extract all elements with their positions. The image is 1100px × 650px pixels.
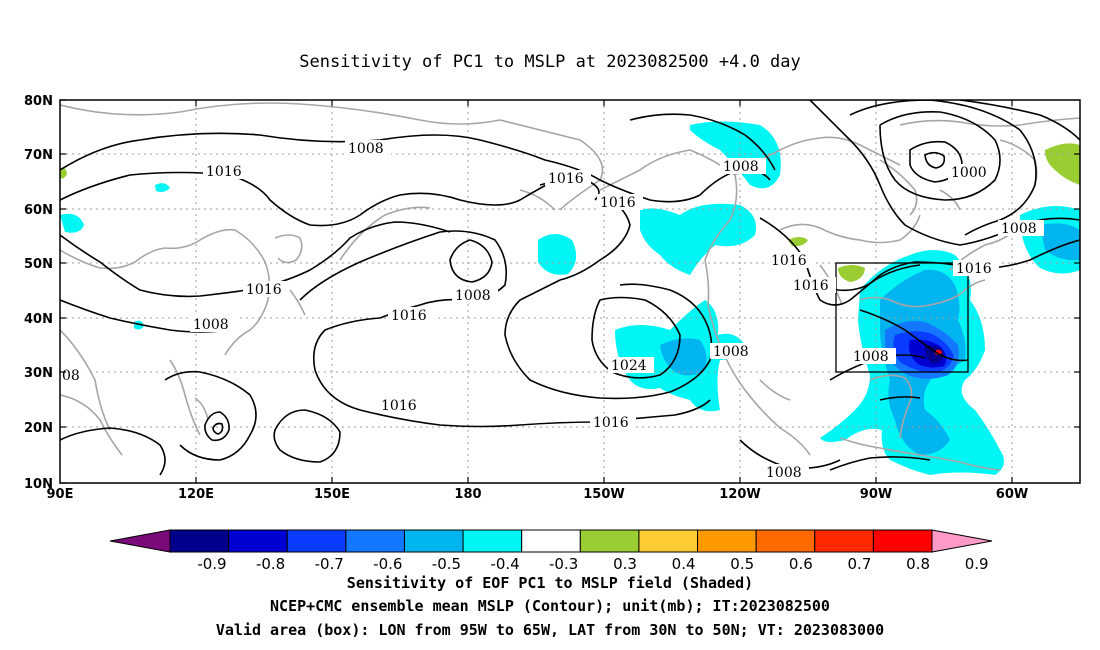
green-region-greenland [1045, 143, 1080, 185]
lon-label: 60W [996, 487, 1028, 502]
lon-label: 120E [178, 487, 214, 502]
valid-area-box [835, 262, 969, 373]
lon-label: 150E [314, 487, 350, 502]
contour-label: 1016 [956, 261, 992, 277]
colorbar: -0.9 -0.8 -0.7 -0.6 -0.5 -0.4 -0.3 0.3 0.4 0.5 0.6… [109, 529, 993, 573]
contour-labels: 1008 1016 1016 1016 1008 1016 1000 1008 … [60, 140, 1044, 481]
sensitivity-shading [60, 121, 1080, 475]
colorbar-swatch [169, 529, 230, 553]
caption-line-3: Valid area (box): LON from 95W to 65W, L… [216, 621, 884, 639]
cyan-region-gulf-alaska [640, 203, 756, 275]
contour-label: 1008 [455, 288, 491, 304]
lat-label: 20N [24, 421, 53, 436]
colorbar-label: -0.6 [373, 555, 402, 573]
lat-label: 70N [24, 148, 53, 163]
contour-label: 1016 [771, 253, 807, 269]
contour-label: 1016 [600, 195, 636, 211]
colorbar-swatch [814, 529, 874, 553]
colorbar-swatch [697, 529, 757, 553]
cyan-region-west-edge [60, 213, 84, 233]
colorbar-label: 0.4 [672, 555, 696, 573]
contour-label: 1000 [951, 165, 987, 181]
colorbar-label: 0.8 [906, 555, 930, 573]
lat-label: 40N [24, 312, 53, 327]
colorbar-label: -0.8 [256, 555, 285, 573]
lat-label: 30N [24, 366, 53, 381]
contour-label: 1016 [381, 398, 417, 414]
contour-label: 1016 [548, 171, 584, 187]
caption: Sensitivity of EOF PC1 to MSLP field (Sh… [216, 574, 884, 639]
colorbar-swatch [286, 529, 347, 553]
cyan-dot-1 [155, 183, 170, 192]
map-frame [59, 99, 1081, 484]
contour-label: 1008 [723, 159, 759, 175]
contour-label: 1008 [348, 141, 384, 157]
colorbar-label: -0.4 [490, 555, 519, 573]
contour-label: 1016 [593, 415, 629, 431]
colorbar-label: -0.5 [432, 555, 461, 573]
map-area: 1008 1016 1016 1016 1008 1016 1000 1008 … [60, 100, 1080, 483]
contour-label: 08 [62, 368, 80, 384]
contour-label: 1008 [1001, 221, 1037, 237]
lat-label: 50N [24, 257, 53, 272]
colorbar-swatch [462, 529, 523, 553]
contour-label: 1008 [853, 349, 889, 365]
lon-label: 180 [454, 487, 481, 502]
light-blue-region-california [660, 338, 707, 376]
colorbar-swatch [521, 529, 581, 553]
contour-label: 1016 [391, 308, 427, 324]
contour-label: 1016 [206, 164, 242, 180]
colorbar-swatch [228, 529, 288, 553]
contour-label: 1008 [713, 344, 749, 360]
colorbar-label: 0.3 [613, 555, 637, 573]
colorbar-label: -0.7 [315, 555, 344, 573]
colorbar-label: -0.3 [549, 555, 578, 573]
cyan-region-central-pacific [538, 234, 577, 275]
lat-label: 10N [24, 477, 53, 492]
colorbar-swatch [638, 529, 699, 553]
colorbar-swatch [755, 529, 816, 553]
colorbar-left-arrow [109, 529, 171, 553]
lat-label: 60N [24, 203, 53, 218]
colorbar-swatch [579, 529, 640, 553]
longitude-labels: 90E 120E 150E 180 150W 120W 90W 60W [47, 487, 1029, 502]
lon-label: 90W [860, 487, 892, 502]
colorbar-label: 0.7 [848, 555, 872, 573]
contour-label: 1016 [793, 278, 829, 294]
lon-label: 120W [719, 487, 760, 502]
contour-label: 1008 [766, 465, 802, 481]
colorbar-label: 0.5 [730, 555, 754, 573]
colorbar-swatch [345, 529, 405, 553]
colorbar-label: 0.6 [789, 555, 813, 573]
colorbar-right-arrow [931, 529, 993, 553]
lon-label: 90E [47, 487, 74, 502]
contour-label: 1008 [193, 317, 229, 333]
axis-ticks [60, 99, 1080, 484]
colorbar-swatch [872, 529, 933, 553]
colorbar-label: -0.9 [197, 555, 226, 573]
caption-line-2: NCEP+CMC ensemble mean MSLP (Contour); u… [270, 597, 830, 615]
lat-label: 80N [24, 94, 53, 109]
coastlines [60, 102, 1080, 471]
lon-label: 150W [583, 487, 624, 502]
caption-line-1: Sensitivity of EOF PC1 to MSLP field (Sh… [347, 574, 753, 592]
green-region-west-edge [60, 167, 67, 179]
colorbar-label: 0.9 [965, 555, 989, 573]
green-region-hudson [838, 265, 865, 282]
contour-label: 1016 [246, 282, 282, 298]
latitude-labels: 80N 70N 60N 50N 40N 30N 20N 10N [24, 94, 53, 492]
map-title: Sensitivity of PC1 to MSLP at 2023082500… [299, 52, 801, 72]
colorbar-swatch [403, 529, 464, 553]
contour-label: 1024 [611, 358, 647, 374]
cyan-dot-2 [134, 320, 144, 330]
